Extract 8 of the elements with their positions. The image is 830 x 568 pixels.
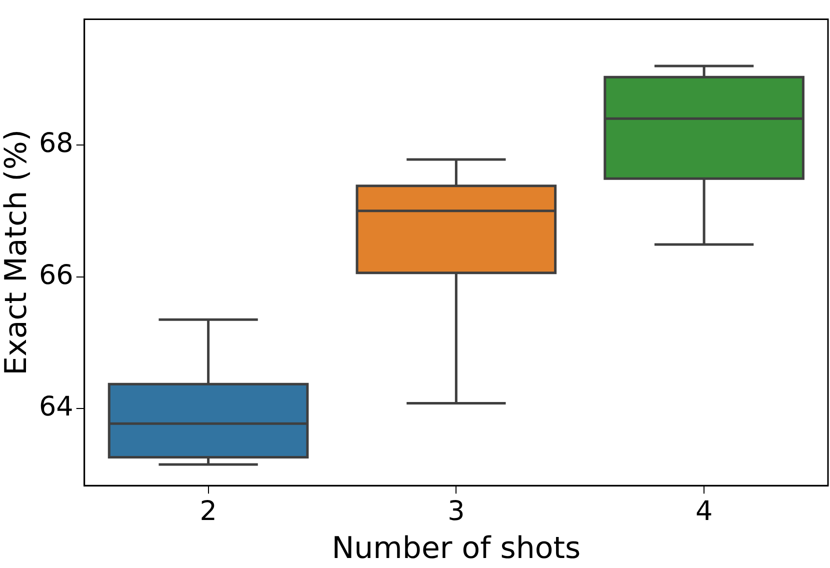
y-tick-label: 66 [38,260,74,291]
x-tick-label: 2 [200,496,217,527]
y-axis-title: Exact Match (%) [0,129,34,376]
y-tick-label: 64 [38,392,74,423]
x-tick-label: 4 [695,496,713,527]
x-axis-title: Number of shots [332,530,581,566]
x-tick-label: 3 [448,496,465,527]
y-tick-label: 68 [38,128,74,160]
